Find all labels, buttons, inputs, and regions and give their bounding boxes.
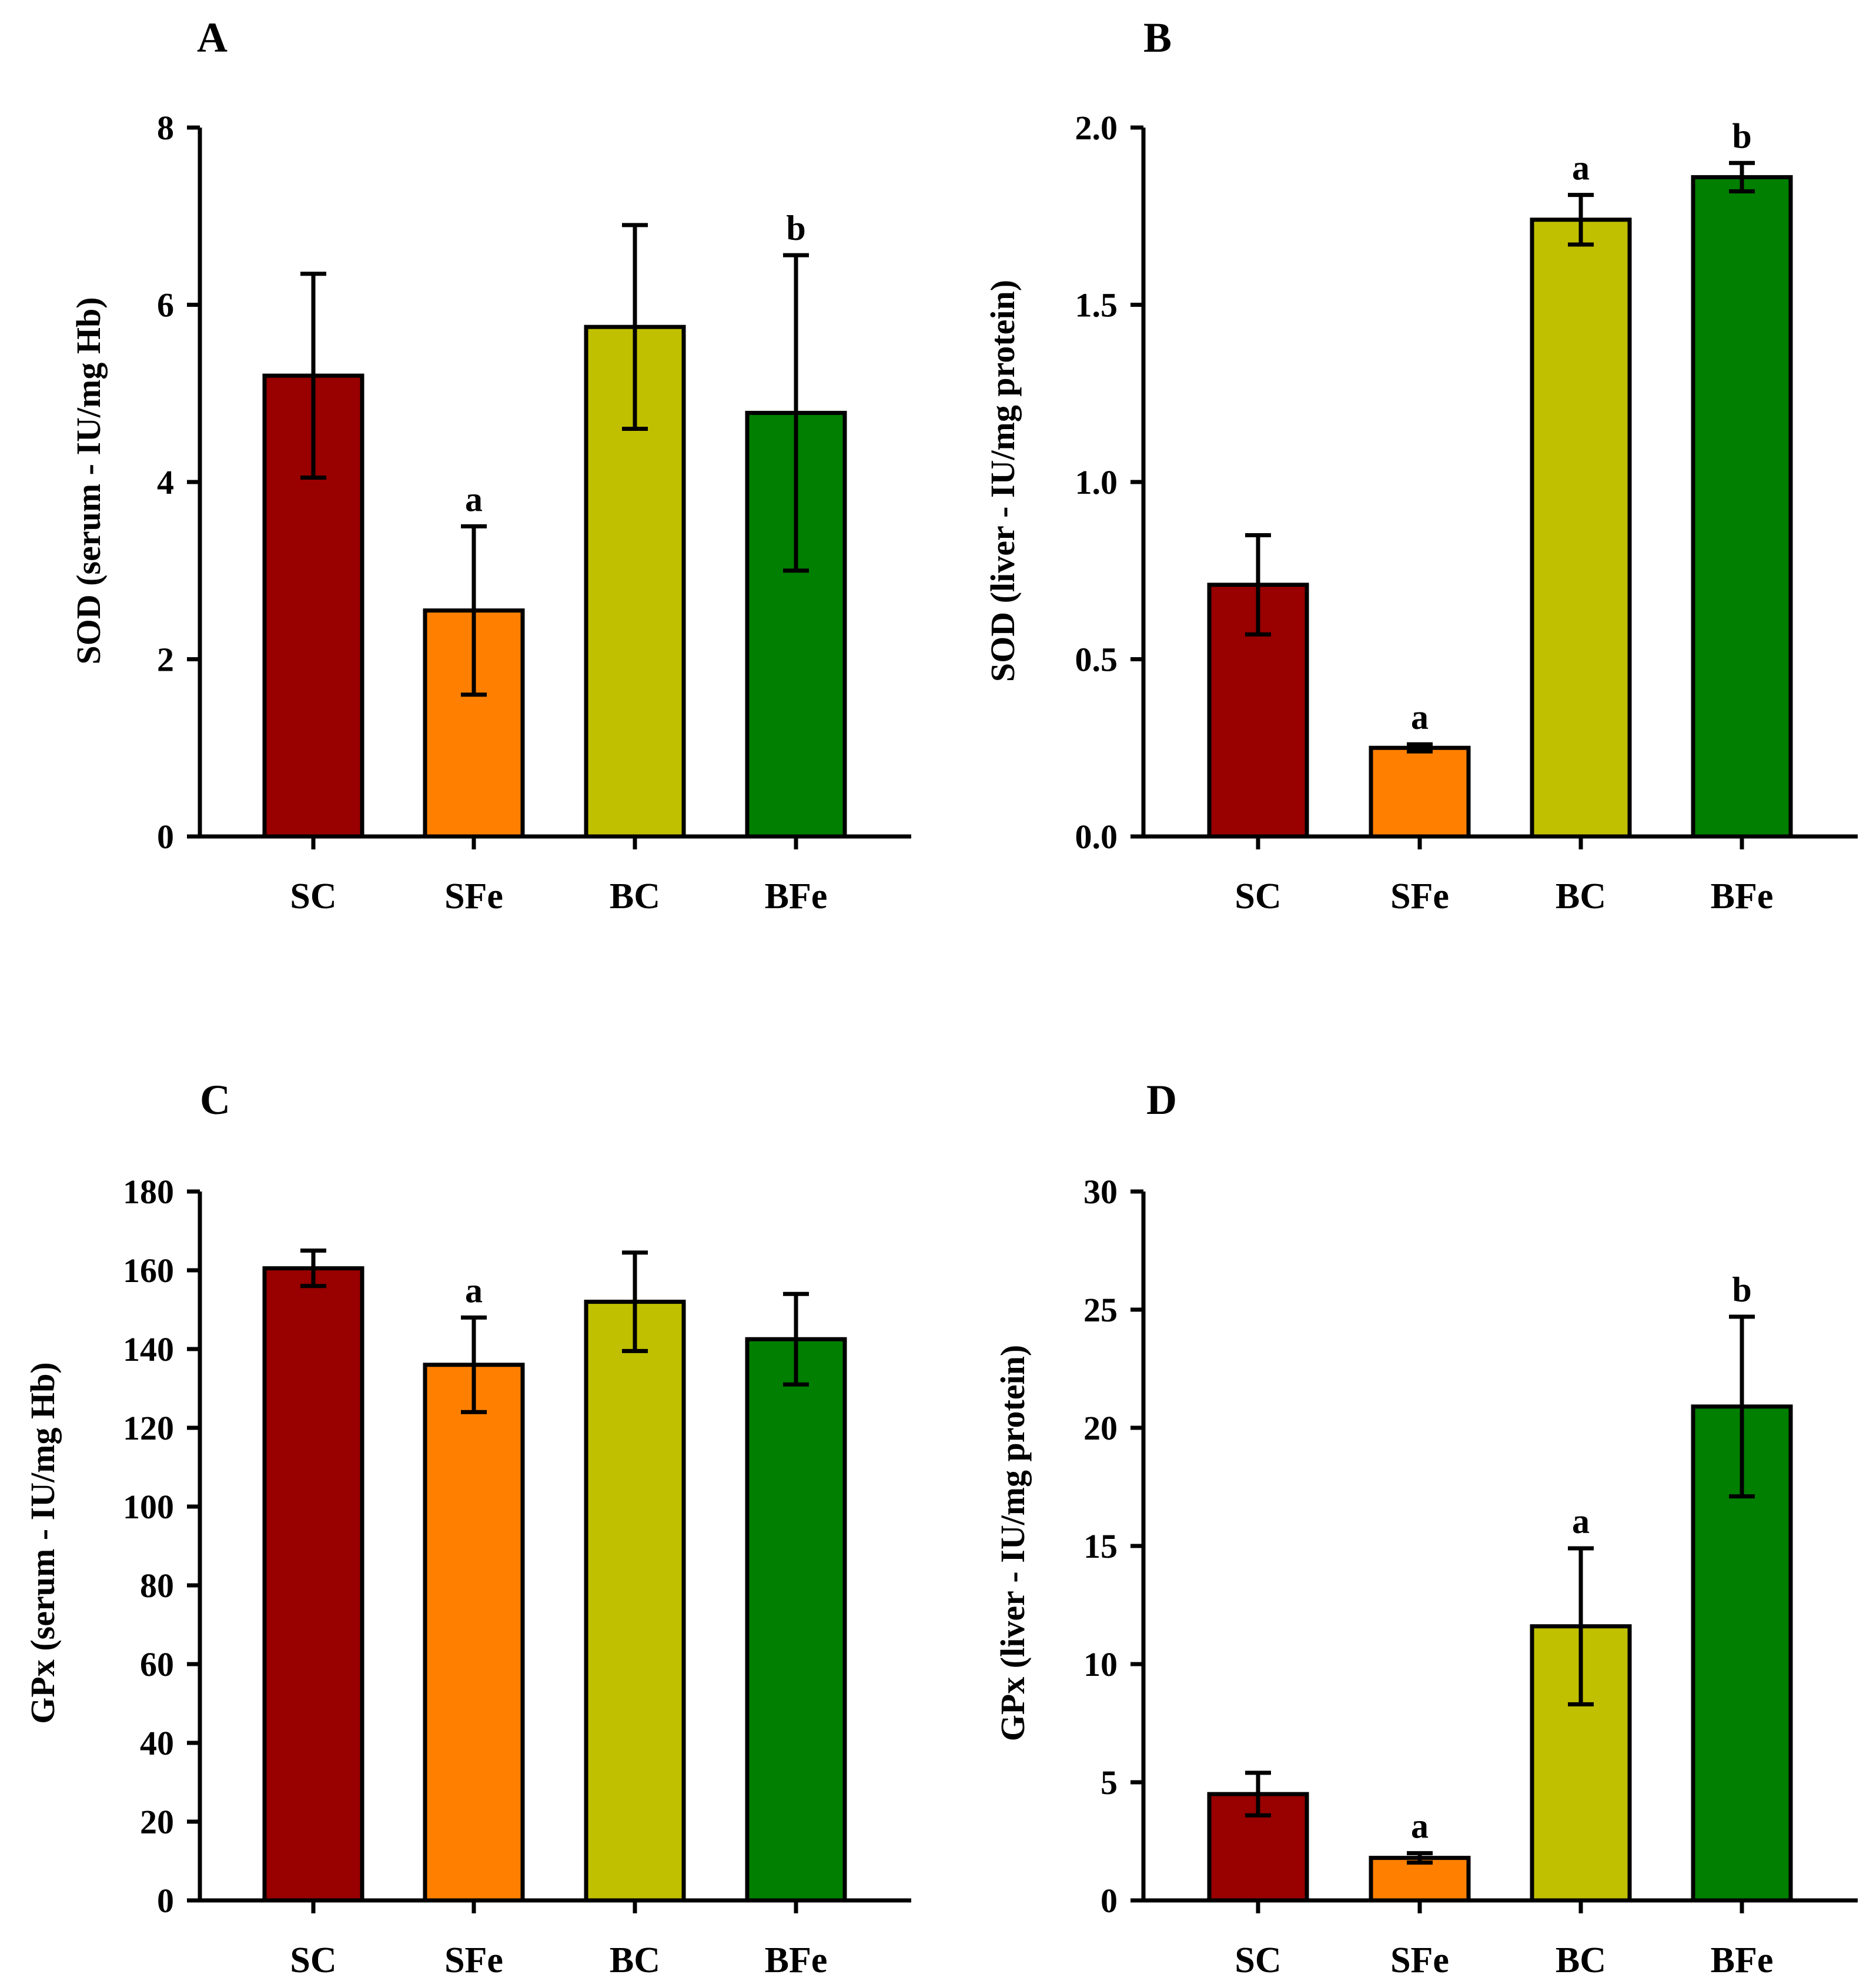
y-tick-label-a: 0 — [157, 818, 174, 856]
y-tick-label-c: 100 — [123, 1488, 174, 1526]
error-bar-b-bc — [1568, 193, 1594, 247]
y-tick-label-d: 20 — [1083, 1409, 1118, 1447]
significance-label-d-bfe: b — [1732, 1270, 1751, 1309]
error-bar-d-bfe — [1729, 1314, 1755, 1499]
x-tick-label-d-bfe: BFe — [1711, 1940, 1774, 1980]
y-tick-label-a: 4 — [157, 463, 174, 501]
y-tick-label-b: 0.5 — [1075, 641, 1118, 679]
bar-b-sfe — [1369, 745, 1471, 839]
x-tick-label-c-sc: SC — [290, 1940, 336, 1980]
error-bar-d-sfe — [1407, 1851, 1433, 1865]
x-tick-label-a-bc: BC — [610, 876, 660, 916]
y-tick-label-d: 5 — [1101, 1763, 1118, 1802]
y-tick-label-c: 40 — [140, 1724, 174, 1762]
x-tick-label-b-bfe: BFe — [1711, 876, 1774, 916]
panel-b: B SOD (liver - IU/mg protein) a a b 0.0 0.5 1… — [984, 14, 1858, 916]
y-tick-label-c: 20 — [140, 1803, 174, 1841]
panel-d: D GPx (liver - IU/mg protein) a a b 0 5 10 15 2… — [994, 1076, 1858, 1980]
x-tick-label-c-sfe: SFe — [444, 1940, 503, 1980]
y-tick-label-c: 60 — [140, 1645, 174, 1684]
panel-letter-c: C — [200, 1076, 230, 1123]
y-axis-title-d: GPx (liver - IU/mg protein) — [994, 1345, 1032, 1741]
significance-label-a-sfe: a — [465, 480, 483, 518]
y-tick-label-d: 10 — [1083, 1645, 1118, 1684]
y-tick-label-c: 180 — [123, 1173, 174, 1211]
y-tick-label-b: 0.0 — [1075, 818, 1118, 856]
panel-c: C GPx (serum - IU/mg Hb) a 0 20 40 60 80 100 12… — [24, 1076, 911, 1980]
y-axis-title-a: SOD (serum - IU/mg Hb) — [69, 297, 108, 664]
error-bar-d-sc — [1245, 1771, 1271, 1818]
error-bar-b-bfe — [1729, 160, 1755, 194]
y-tick-label-b: 1.0 — [1075, 463, 1118, 501]
y-tick-label-c: 120 — [123, 1409, 174, 1447]
significance-label-b-bc: a — [1572, 149, 1590, 188]
x-tick-label-b-bc: BC — [1556, 876, 1606, 916]
y-tick-label-d: 30 — [1083, 1173, 1118, 1211]
plot-area-d: a a b 0 5 10 15 20 25 30 SC SFe BC BFe — [1083, 1173, 1858, 1980]
y-tick-label-d: 25 — [1083, 1291, 1118, 1329]
error-bar-a-bc — [622, 223, 648, 431]
error-bar-a-sfe — [461, 524, 487, 697]
x-tick-label-d-sc: SC — [1235, 1940, 1281, 1980]
y-tick-label-c: 160 — [123, 1251, 174, 1290]
significance-label-c-sfe: a — [465, 1271, 483, 1310]
error-bar-a-bfe — [783, 253, 809, 573]
bar-b-bc — [1530, 217, 1632, 839]
error-bar-b-sfe — [1407, 742, 1433, 754]
significance-label-b-bfe: b — [1732, 116, 1751, 155]
panel-letter-b: B — [1143, 14, 1172, 61]
bar-c-sfe — [423, 1363, 525, 1903]
significance-label-a-bfe: b — [786, 209, 805, 247]
y-tick-label-a: 2 — [157, 641, 174, 679]
error-bar-c-bfe — [783, 1291, 809, 1387]
y-axis-title-b: SOD (liver - IU/mg protein) — [984, 280, 1022, 682]
plot-area-a: a b 0 2 4 6 8 SC SFe BC BFe — [157, 109, 911, 916]
x-tick-label-a-sfe: SFe — [444, 876, 503, 916]
y-axis-title-c: GPx (serum - IU/mg Hb) — [24, 1362, 62, 1723]
significance-label-b-sfe: a — [1411, 698, 1429, 737]
bar-a-bfe — [745, 410, 847, 839]
bar-c-sc — [262, 1266, 364, 1903]
error-bar-c-bc — [622, 1250, 648, 1353]
y-tick-label-a: 8 — [157, 109, 174, 147]
plot-area-c: a 0 20 40 60 80 100 120 140 160 180 SC SFe BC BFe — [123, 1173, 911, 1980]
x-tick-label-b-sc: SC — [1235, 876, 1281, 916]
y-tick-label-c: 0 — [157, 1882, 174, 1920]
y-tick-label-c: 140 — [123, 1330, 174, 1368]
plot-area-b: a a b 0.0 0.5 1.0 1.5 2.0 SC SFe BC BFe — [1075, 109, 1858, 916]
x-tick-label-d-sfe: SFe — [1390, 1940, 1449, 1980]
y-tick-label-d: 15 — [1083, 1527, 1118, 1565]
x-tick-label-c-bfe: BFe — [765, 1940, 828, 1980]
bar-c-bc — [584, 1300, 686, 1903]
error-bar-d-bc — [1568, 1546, 1594, 1706]
x-tick-label-b-sfe: SFe — [1390, 876, 1449, 916]
x-tick-label-a-sc: SC — [290, 876, 336, 916]
y-tick-label-c: 80 — [140, 1567, 174, 1605]
bar-b-bfe — [1691, 175, 1793, 839]
x-tick-label-d-bc: BC — [1556, 1940, 1606, 1980]
error-bar-c-sfe — [461, 1315, 487, 1414]
error-bar-b-sc — [1245, 533, 1271, 637]
x-tick-label-a-bfe: BFe — [765, 876, 828, 916]
error-bar-a-sc — [300, 272, 326, 480]
error-bar-c-sc — [300, 1249, 326, 1288]
significance-label-d-sfe: a — [1411, 1807, 1429, 1846]
significance-label-d-bc: a — [1572, 1502, 1590, 1541]
bar-c-bfe — [745, 1337, 847, 1903]
panel-a: A SOD (serum - IU/mg Hb) a b 0 2 4 6 8 SC SFe BC B… — [69, 14, 911, 916]
y-tick-label-b: 2.0 — [1075, 109, 1118, 147]
panel-letter-a: A — [197, 14, 228, 61]
y-tick-label-d: 0 — [1101, 1882, 1118, 1920]
y-tick-label-a: 6 — [157, 286, 174, 324]
y-tick-label-b: 1.5 — [1075, 286, 1118, 324]
x-tick-label-c-bc: BC — [610, 1940, 660, 1980]
panel-letter-d: D — [1146, 1076, 1177, 1123]
